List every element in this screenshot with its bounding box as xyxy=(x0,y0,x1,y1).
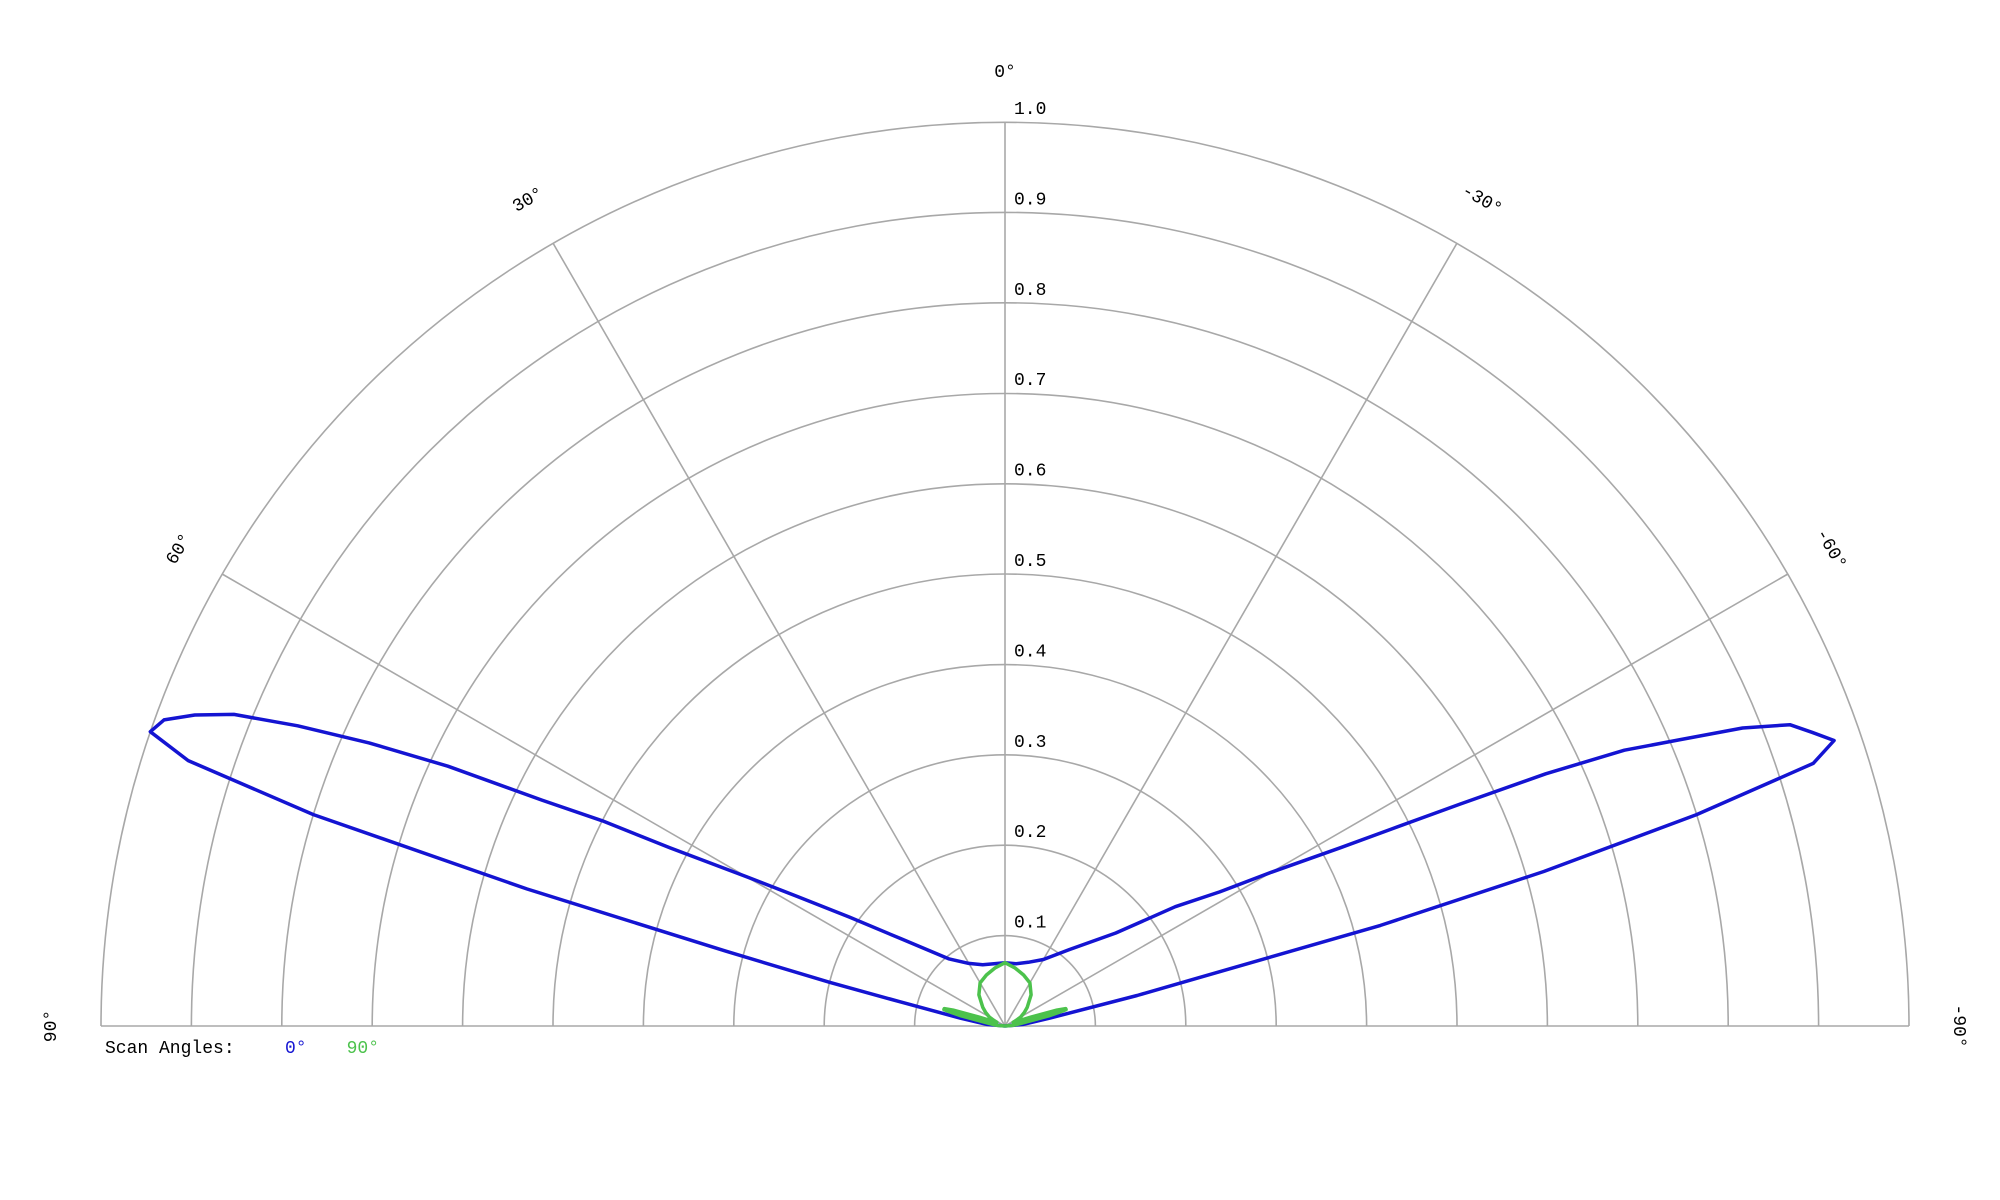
r-tick-label: 0.7 xyxy=(1014,371,1046,391)
r-tick-label: 0.2 xyxy=(1014,823,1046,843)
theta-tick-label: -60° xyxy=(1811,526,1850,573)
theta-tick-label: 60° xyxy=(163,530,197,568)
grid-spoke xyxy=(552,242,1006,1027)
legend-title: Scan Angles: xyxy=(105,1039,235,1059)
theta-tick-label: -30° xyxy=(1458,181,1505,220)
r-tick-label: 0.3 xyxy=(1014,733,1046,753)
grid-spoke xyxy=(221,573,1006,1027)
r-tick-label: 0.4 xyxy=(1014,642,1046,662)
theta-tick-label: 90° xyxy=(42,1010,62,1042)
r-tick-label: 0.9 xyxy=(1014,190,1046,210)
r-tick-label: 0.1 xyxy=(1014,914,1046,934)
grid-spoke xyxy=(1004,573,1789,1027)
theta-tick-label: 0° xyxy=(994,63,1016,83)
series-line xyxy=(148,712,1836,1028)
r-tick-label: 1.0 xyxy=(1014,100,1046,120)
legend-entry: 90° xyxy=(347,1039,379,1059)
grid-spoke xyxy=(1004,242,1458,1027)
theta-tick-label: 30° xyxy=(509,184,547,218)
r-tick-label: 0.6 xyxy=(1014,462,1046,482)
series-line xyxy=(942,960,1068,1028)
theta-tick-label: -90° xyxy=(1948,1004,1968,1047)
r-tick-label: 0.5 xyxy=(1014,552,1046,572)
legend-entry: 0° xyxy=(285,1039,307,1059)
r-tick-label: 0.8 xyxy=(1014,281,1046,301)
